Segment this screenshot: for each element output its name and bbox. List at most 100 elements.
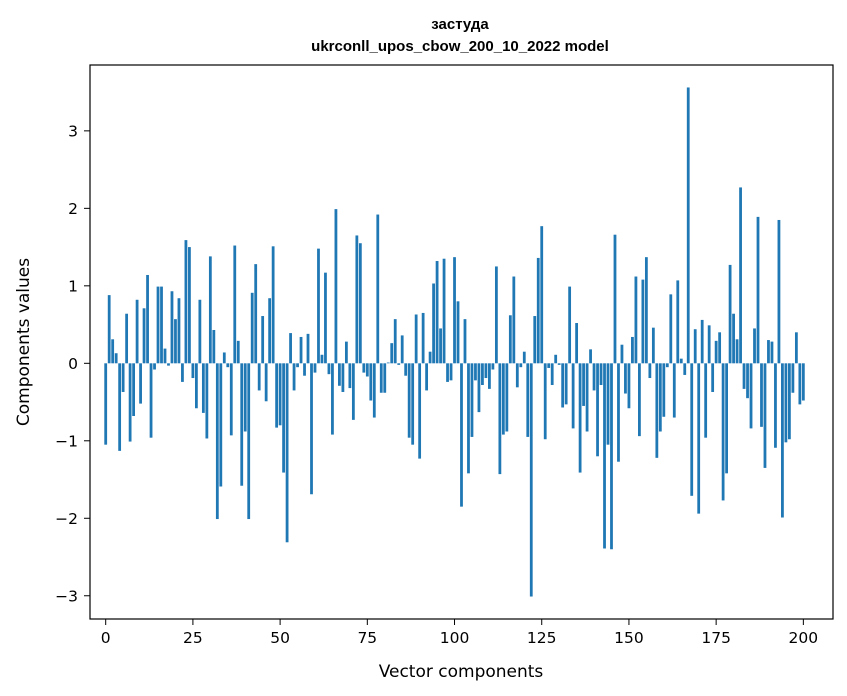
bar xyxy=(170,291,174,364)
bar xyxy=(285,363,289,543)
x-axis-label: Vector components xyxy=(379,662,544,682)
bar xyxy=(303,363,306,376)
bar xyxy=(411,363,415,445)
bar xyxy=(781,363,784,518)
bar xyxy=(435,261,439,364)
x-tick-label: 150 xyxy=(614,629,644,647)
plot-frame xyxy=(89,64,834,620)
bar xyxy=(327,363,331,375)
bar xyxy=(390,343,394,364)
bar xyxy=(188,247,191,364)
bar xyxy=(160,286,163,364)
bar xyxy=(746,363,749,399)
y-tick-label: 2 xyxy=(68,200,78,218)
y-tick-label: 0 xyxy=(68,355,78,373)
bar xyxy=(463,319,467,364)
bar xyxy=(296,363,299,368)
bar xyxy=(665,363,669,368)
bar xyxy=(205,363,209,439)
bar xyxy=(414,314,418,364)
bar xyxy=(201,363,205,413)
bar xyxy=(631,336,634,364)
bar xyxy=(306,333,310,364)
bar xyxy=(107,295,111,364)
bar xyxy=(156,286,160,364)
bar xyxy=(421,312,425,364)
bar xyxy=(404,363,408,376)
bar xyxy=(149,363,153,438)
bar xyxy=(177,298,181,364)
bar xyxy=(439,328,442,364)
bar xyxy=(383,363,387,393)
bar xyxy=(128,363,132,442)
bar xyxy=(233,245,237,364)
bar xyxy=(386,362,390,364)
bar xyxy=(208,256,212,364)
bar xyxy=(613,234,617,364)
bar xyxy=(289,333,292,364)
bar xyxy=(753,328,756,364)
bar xyxy=(313,363,317,373)
bar xyxy=(540,226,544,364)
bar xyxy=(111,339,115,364)
bar xyxy=(770,341,774,364)
bar xyxy=(334,209,338,364)
bar xyxy=(704,363,708,438)
bar xyxy=(801,363,805,401)
bar xyxy=(135,299,139,364)
bar xyxy=(428,351,432,364)
x-axis-ticks: 0 25 50 75 100 125 150 175 200 xyxy=(101,619,818,647)
bar xyxy=(442,258,446,364)
bar xyxy=(142,308,146,364)
bar xyxy=(470,363,474,437)
chart-title: застуда xyxy=(431,16,489,33)
bar xyxy=(603,363,606,549)
bar xyxy=(243,363,247,432)
bar xyxy=(362,363,366,373)
bar xyxy=(582,363,585,406)
bar xyxy=(432,283,435,364)
bar xyxy=(153,363,156,370)
bar xyxy=(784,363,788,443)
bar xyxy=(550,363,554,386)
bar xyxy=(174,319,177,364)
bar xyxy=(501,363,505,435)
bar xyxy=(634,276,638,364)
bar xyxy=(721,363,725,501)
bar xyxy=(299,336,303,364)
bar xyxy=(268,298,272,364)
bar xyxy=(324,272,327,364)
bar xyxy=(261,316,265,364)
bar xyxy=(774,363,777,448)
x-tick-label: 200 xyxy=(789,629,819,647)
bar xyxy=(104,363,108,445)
bar xyxy=(794,332,798,364)
bar xyxy=(257,363,261,391)
bar xyxy=(467,363,470,474)
bar xyxy=(519,363,523,368)
bar xyxy=(575,323,579,364)
bar xyxy=(662,363,666,417)
bar xyxy=(498,363,502,475)
bar xyxy=(484,363,488,379)
bar xyxy=(561,363,565,408)
bar xyxy=(118,363,122,451)
bar xyxy=(620,344,624,364)
bar xyxy=(191,363,195,379)
bar xyxy=(571,363,575,429)
bar xyxy=(456,301,460,364)
bar xyxy=(718,332,722,364)
bar xyxy=(477,363,481,413)
y-axis-ticks: −3 −2 −1 0 1 2 3 xyxy=(55,122,90,605)
bar xyxy=(728,264,732,364)
bar xyxy=(568,286,572,364)
bar xyxy=(338,363,341,386)
bars-group xyxy=(104,87,805,597)
x-tick-label: 25 xyxy=(183,629,203,647)
bar xyxy=(125,313,129,364)
bar xyxy=(181,363,184,382)
bar xyxy=(331,363,334,435)
bar xyxy=(658,363,662,432)
bar xyxy=(376,214,380,364)
